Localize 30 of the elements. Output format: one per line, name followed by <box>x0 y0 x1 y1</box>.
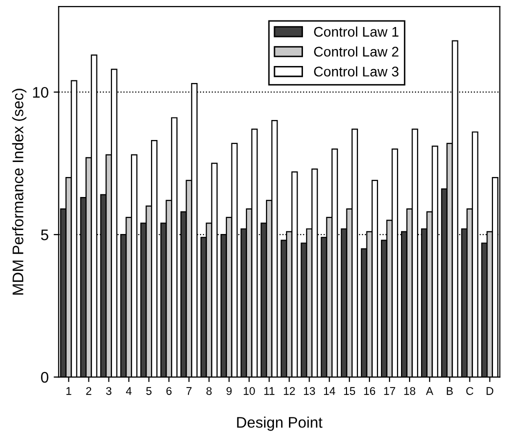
y-axis-title: MDM Performance Index (sec) <box>12 88 26 295</box>
legend-label: Control Law 1 <box>314 26 398 37</box>
x-tick-label: 2 <box>86 387 92 395</box>
x-tick-label: 15 <box>344 387 356 395</box>
x-axis-title: Design Point <box>237 416 322 431</box>
x-tick-label: 3 <box>106 387 112 395</box>
x-tick-label: 10 <box>244 387 255 395</box>
x-tick-label: 11 <box>264 387 274 395</box>
y-tick-label: 5 <box>41 230 48 240</box>
x-tick-label: 14 <box>324 387 336 395</box>
x-tick-label: 1 <box>66 387 72 395</box>
x-tick-label: 12 <box>284 387 295 395</box>
x-tick-label: C <box>466 387 474 395</box>
legend-label: Control Law 3 <box>314 66 398 77</box>
x-tick-label: 13 <box>304 387 315 395</box>
x-tick-label: 4 <box>126 387 132 395</box>
x-tick-label: 16 <box>364 387 376 395</box>
x-tick-label: D <box>486 387 494 395</box>
x-tick-label: 5 <box>146 387 152 395</box>
x-tick-label: 9 <box>226 387 232 395</box>
x-tick-label: A <box>426 387 434 395</box>
x-tick-label: B <box>446 387 453 395</box>
legend-label: Control Law 2 <box>314 46 398 57</box>
y-tick-label: 10 <box>33 86 48 98</box>
x-tick-label: 7 <box>186 387 192 395</box>
x-tick-label: 18 <box>404 387 416 395</box>
x-tick-label: 8 <box>206 387 212 395</box>
x-tick-label: 6 <box>166 387 172 395</box>
y-tick-label: 0 <box>41 372 48 383</box>
x-tick-label: 17 <box>384 387 396 395</box>
